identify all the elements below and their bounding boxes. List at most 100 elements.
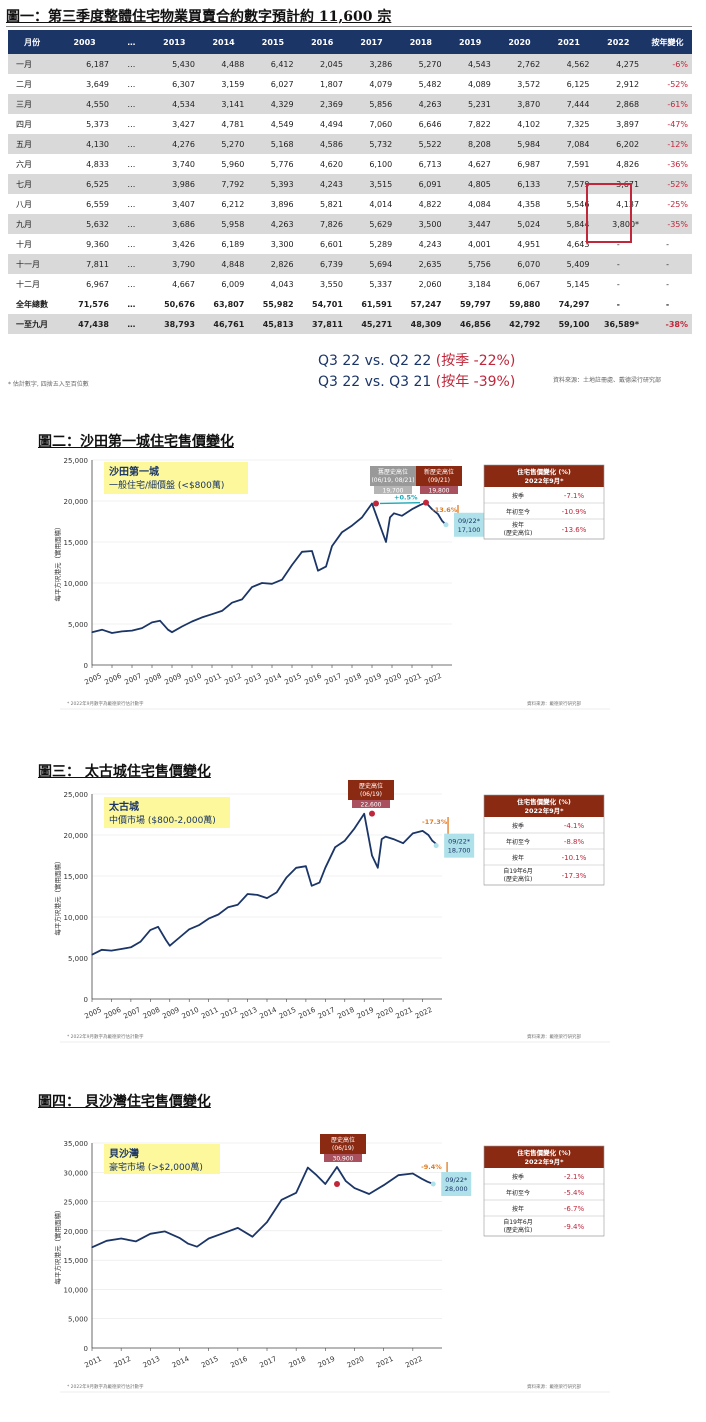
- x-tick-label: 2014: [258, 1006, 278, 1021]
- change-row-value: -9.4%: [564, 1223, 585, 1231]
- table-cell: 4,826: [593, 154, 644, 174]
- table-cell: 七月: [8, 174, 57, 194]
- data-point: [121, 630, 123, 632]
- table-cell: 四月: [8, 114, 57, 134]
- table-cell: 59,100: [544, 314, 594, 334]
- change-panel-header: [484, 1146, 604, 1168]
- data-point: [196, 1246, 198, 1248]
- table-cell: 6,307: [149, 74, 199, 94]
- table-cell: 4,488: [198, 54, 249, 74]
- table-cell: 6,601: [297, 234, 347, 254]
- table-cell: 5,732: [346, 134, 397, 154]
- x-tick-label: 2008: [142, 1006, 162, 1021]
- data-point: [187, 1243, 189, 1245]
- y-tick-label: 0: [84, 662, 88, 670]
- end-label-box: [444, 833, 475, 858]
- q-compare-yoy: Q3 22 vs. Q3 21 (按年 -39%): [318, 371, 515, 391]
- table-cell: 57,247: [396, 294, 446, 314]
- table-row: 二月 3,649… 6,307 3,159 6,027 1,807 4,079 5,482 4,…: [8, 74, 692, 94]
- table-cell: 3,870: [494, 94, 545, 114]
- data-point: [101, 629, 103, 631]
- data-point: [379, 525, 381, 527]
- data-point: [441, 520, 443, 522]
- change-panel-subtitle: 2022年9月*: [524, 806, 564, 815]
- data-point: [280, 1199, 283, 1201]
- table-cell: 6,212: [198, 194, 249, 214]
- table-cell: 4,805: [445, 174, 495, 194]
- table-cell: -: [643, 274, 692, 294]
- y-tick-label: 25,000: [64, 791, 89, 799]
- table-cell: 4,951: [494, 234, 545, 254]
- table-cell: 6,009: [198, 274, 249, 294]
- table-cell: 46,856: [445, 314, 495, 334]
- highlight-box: [586, 183, 632, 243]
- table-cell: 5,024: [494, 214, 545, 234]
- end-marker: [443, 522, 449, 528]
- table-cell: 5,409: [544, 254, 594, 274]
- data-point: [251, 1236, 254, 1238]
- table-cell: 7,811: [56, 254, 113, 274]
- y-tick-label: 0: [84, 1345, 88, 1353]
- col-header: 2013: [149, 30, 199, 54]
- y-tick-label: 30,000: [64, 1169, 89, 1177]
- data-point: [419, 504, 421, 506]
- change-panel-title: 住宅售價變化 (%): [517, 467, 571, 476]
- table-cell: 5,522: [396, 134, 446, 154]
- data-point: [201, 616, 203, 619]
- table-cell: …: [113, 174, 150, 194]
- table-cell: 6,070: [494, 254, 545, 274]
- table-cell: 4,822: [396, 194, 446, 214]
- table-cell: 一至九月: [8, 314, 57, 334]
- data-point: [222, 1232, 224, 1234]
- table-cell: 4,543: [445, 54, 495, 74]
- data-point: [437, 513, 439, 515]
- market-segment: 中價市場 ($800-2,000萬): [109, 814, 216, 826]
- table-cell: 7,325: [544, 114, 594, 134]
- peak-callout-box: [320, 1134, 366, 1154]
- col-header: 2014: [198, 30, 249, 54]
- table-cell: 3,159: [198, 74, 249, 94]
- table-cell: …: [113, 194, 150, 214]
- table-cell: 50,676: [149, 294, 199, 314]
- estate-name: 沙田第一城: [109, 465, 159, 478]
- table-cell: -25%: [643, 194, 692, 214]
- x-tick-label: 2017: [258, 1355, 278, 1370]
- x-tick-label: 2015: [200, 1355, 220, 1370]
- transaction-table: 月份 2003… 2013 2014 2015 2016 2017 2018 2019 2020 2…: [8, 30, 692, 334]
- peak-value-box: [374, 486, 412, 494]
- table-cell: …: [113, 314, 150, 334]
- table-cell: 5,958: [198, 214, 249, 234]
- x-tick-label: 2010: [181, 1006, 201, 1021]
- x-tick-label: 2018: [336, 1006, 356, 1021]
- table-cell: 4,014: [346, 194, 397, 214]
- data-point: [271, 583, 273, 585]
- data-point: [371, 502, 373, 505]
- peak-callout-label: 舊歷史高位: [378, 468, 408, 476]
- table-cell: 7,826: [297, 214, 347, 234]
- table-cell: 6,133: [494, 174, 545, 194]
- table-cell: 4,549: [248, 114, 298, 134]
- x-tick-label: 2005: [83, 672, 103, 687]
- data-point: [91, 631, 93, 633]
- table-row: 四月 5,373… 3,427 4,781 4,549 4,494 7,060 6,646 7,…: [8, 114, 692, 134]
- x-tick-label: 2007: [123, 672, 143, 687]
- data-point: [208, 918, 210, 920]
- table-cell: 4,263: [396, 94, 446, 114]
- y-tick-label: 10,000: [64, 914, 89, 922]
- y-tick-label: 5,000: [68, 621, 88, 629]
- change-row-label: 按年: [512, 521, 524, 529]
- peak-marker: [369, 810, 375, 817]
- data-point: [164, 1230, 166, 1233]
- y-tick-label: 15,000: [64, 1257, 89, 1265]
- x-tick-label: 2007: [122, 1006, 142, 1021]
- table-cell: 4,534: [149, 94, 199, 114]
- data-point: [159, 620, 161, 622]
- fig2-title: 圖二：沙田第一城住宅售價變化: [38, 434, 234, 450]
- table-cell: 5,632: [56, 214, 113, 234]
- data-point: [266, 1221, 268, 1223]
- estate-name: 貝沙灣: [109, 1147, 139, 1160]
- data-point: [141, 627, 143, 629]
- x-tick-label: 2006: [103, 672, 123, 687]
- col-header: 月份: [8, 30, 57, 54]
